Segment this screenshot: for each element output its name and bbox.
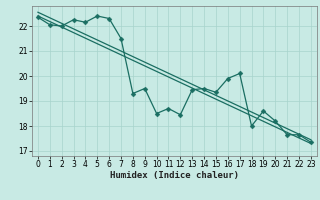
X-axis label: Humidex (Indice chaleur): Humidex (Indice chaleur) bbox=[110, 171, 239, 180]
